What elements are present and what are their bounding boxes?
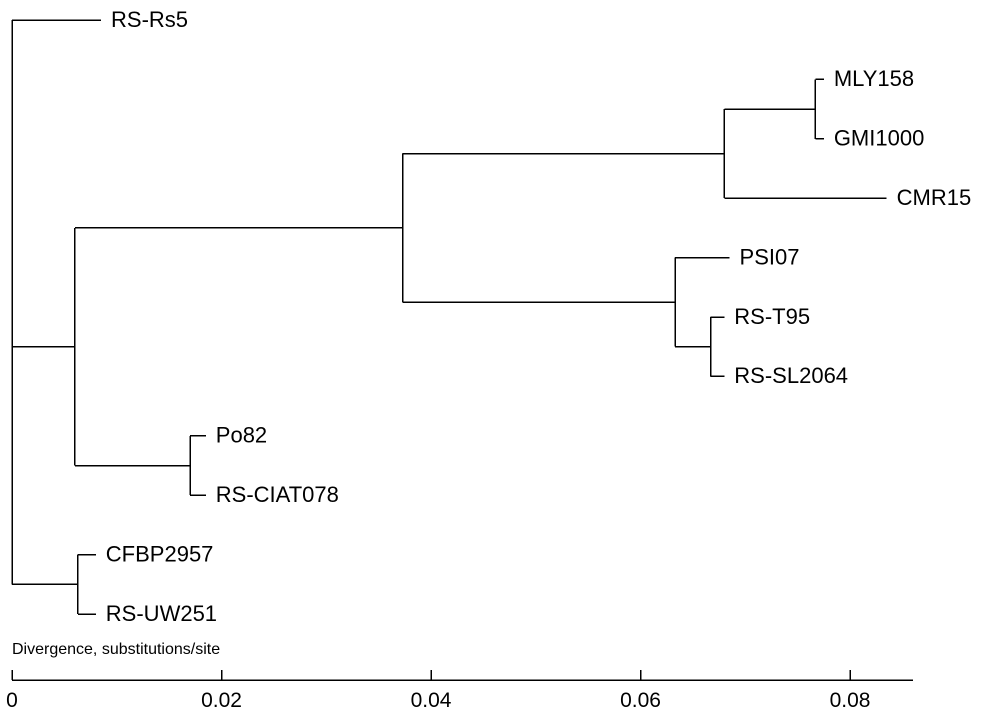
tree-branches xyxy=(11,19,887,615)
leaf-label-po82: Po82 xyxy=(216,423,267,448)
leaf-label-mly158: MLY158 xyxy=(834,66,914,91)
leaf-label-gmi1000: GMI1000 xyxy=(834,126,925,151)
leaf-label-cfbp2957: CFBP2957 xyxy=(106,541,214,566)
tick-label: 0 xyxy=(6,689,18,712)
axis-ticks: 0 0.02 0.04 0.06 0.08 xyxy=(6,670,870,712)
divergence-axis: 0 0.02 0.04 0.06 0.08 Divergence, substituti… xyxy=(6,641,913,712)
leaf-label-psi07: PSI07 xyxy=(740,244,800,269)
leaf-labels: RS-Rs5 MLY158 GMI1000 CMR15 PSI07 RS-T95 RS-SL… xyxy=(106,7,971,626)
tick-label: 0.04 xyxy=(411,689,452,712)
leaf-label-ciat078: RS-CIAT078 xyxy=(216,482,339,507)
leaf-label-rs5: RS-Rs5 xyxy=(111,7,188,32)
leaf-label-sl2064: RS-SL2064 xyxy=(734,363,848,388)
tick-label: 0.06 xyxy=(620,689,661,712)
leaf-label-uw251: RS-UW251 xyxy=(106,601,217,626)
tick-label: 0.02 xyxy=(201,689,242,712)
axis-title: Divergence, substitutions/site xyxy=(12,641,220,658)
tick-label: 0.08 xyxy=(830,689,871,712)
leaf-label-cmr15: CMR15 xyxy=(897,185,972,210)
leaf-label-t95: RS-T95 xyxy=(734,304,810,329)
